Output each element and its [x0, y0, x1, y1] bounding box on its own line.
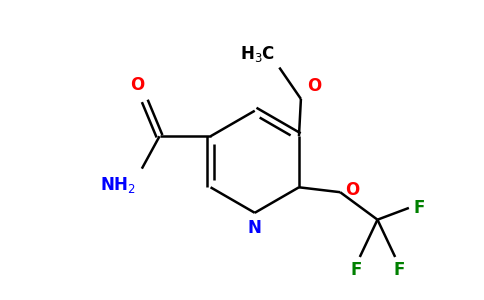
- Text: H$_3$C: H$_3$C: [240, 44, 275, 64]
- Text: O: O: [345, 181, 359, 199]
- Text: O: O: [130, 76, 144, 94]
- Text: N: N: [248, 219, 262, 237]
- Text: F: F: [414, 199, 425, 217]
- Text: F: F: [393, 261, 405, 279]
- Text: F: F: [350, 261, 362, 279]
- Text: O: O: [307, 77, 321, 95]
- Text: NH$_2$: NH$_2$: [100, 175, 136, 194]
